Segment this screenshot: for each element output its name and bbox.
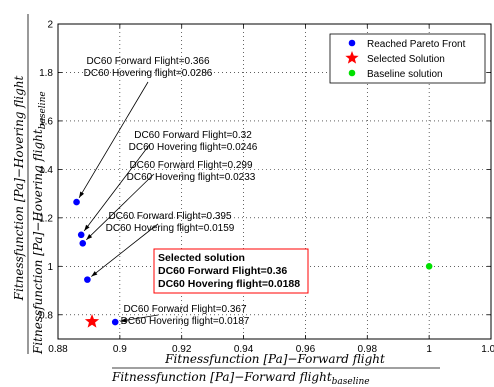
y-tick-label: 2 bbox=[47, 20, 53, 31]
selected-solution-hovering: DC60 Hovering flight=0.0188 bbox=[158, 278, 300, 290]
pareto-point bbox=[111, 318, 119, 326]
annotation-line: DC60 Hovering flight=0.0233 bbox=[127, 172, 256, 183]
x-axis-label-numerator: Fitnessfunction [Pa]−Forward flight bbox=[164, 352, 385, 366]
pareto-point bbox=[79, 239, 87, 247]
x-tick-label: 0.88 bbox=[48, 344, 68, 355]
annotation-line: DC60 Forward Flight=0.32 bbox=[134, 130, 252, 141]
annotation-arrow bbox=[86, 173, 155, 241]
annotation-line: DC60 Forward Flight=0.299 bbox=[129, 160, 253, 171]
baseline-point bbox=[425, 263, 433, 270]
x-tick-label: 0.96 bbox=[296, 344, 316, 355]
annotation-arrows bbox=[78, 81, 159, 323]
y-tick-label: 0.8 bbox=[39, 310, 53, 321]
annotation-arrow bbox=[120, 314, 159, 322]
x-tick-label: 0.9 bbox=[113, 344, 127, 355]
legend-marker-pareto bbox=[348, 39, 356, 47]
annotation-line: DC60 Forward Flight=0.395 bbox=[108, 211, 232, 222]
legend: Reached Pareto Front Selected Solution B… bbox=[329, 33, 486, 84]
annotation-arrow bbox=[78, 81, 149, 199]
selected-solution-point bbox=[84, 314, 100, 328]
annotation-arrowhead bbox=[79, 191, 85, 198]
annotation-arrowhead bbox=[84, 224, 90, 231]
pareto-point bbox=[84, 276, 91, 283]
y-axis-label-denominator-main: Fitnessfunction [Pa]−Hovering flight bbox=[31, 129, 45, 355]
selected-solution-forward: DC60 Forward Flight=0.36 bbox=[158, 265, 287, 277]
x-tick-label: 0.94 bbox=[234, 344, 254, 355]
annotation-line: DC60 Hovering flight=0.0286 bbox=[84, 68, 213, 79]
selected-solution-box bbox=[153, 248, 309, 294]
annotation-arrowhead bbox=[91, 271, 98, 277]
y-tick-label: 1.2 bbox=[39, 213, 53, 224]
axis-ticks: 0.88 0.9 0.92 0.94 0.96 0.98 1 1.02 0.8 1 1.2 1.4 1.… bbox=[39, 20, 494, 356]
annotation-line: DC60 Forward Flight=0.366 bbox=[86, 56, 210, 67]
plot-frame bbox=[57, 23, 492, 340]
annotation-line: DC60 Forward Flight=0.367 bbox=[123, 304, 247, 315]
x-tick-label: 0.98 bbox=[358, 344, 378, 355]
y-axis-label-numerator: Fitnessfunction [Pa]−Hovering flight bbox=[12, 75, 26, 301]
legend-label-pareto: Reached Pareto Front bbox=[367, 39, 466, 50]
legend-marker-baseline bbox=[348, 69, 356, 77]
pareto-point bbox=[73, 198, 80, 206]
annotation-arrowhead bbox=[120, 318, 127, 323]
annotation-arrow bbox=[91, 223, 159, 277]
selected-solution-title: Selected solution bbox=[158, 252, 245, 264]
y-tick-label: 1.6 bbox=[39, 116, 53, 127]
x-axis-label: Fitnessfunction [Pa]−Forward flight Fitn… bbox=[111, 352, 440, 387]
annotation-line: DC60 Hovering flight=0.0159 bbox=[106, 223, 235, 234]
y-tick-label: 1.8 bbox=[39, 68, 53, 79]
x-tick-label: 0.92 bbox=[172, 344, 192, 355]
y-axis-label-denominator: Fitnessfunction [Pa]−Hovering flightbase… bbox=[31, 91, 48, 355]
annotation-line: DC60 Hovering flight=0.0187 bbox=[121, 316, 250, 327]
annotation-arrowhead bbox=[86, 234, 93, 240]
legend-label-selected: Selected Solution bbox=[367, 54, 445, 65]
y-axis-label: Fitnessfunction [Pa]−Hovering flight Fit… bbox=[12, 14, 48, 355]
annotation-line: DC60 Hovering flight=0.0246 bbox=[129, 142, 258, 153]
pareto-point bbox=[77, 231, 85, 239]
x-axis-label-denominator-main: Fitnessfunction [Pa]−Forward flight bbox=[111, 370, 332, 384]
x-axis-label-denominator: Fitnessfunction [Pa]−Forward flightbasel… bbox=[111, 370, 370, 387]
x-tick-label: 1 bbox=[426, 344, 432, 355]
y-axis-label-denominator-sub: baseline bbox=[38, 91, 48, 129]
x-axis-label-denominator-sub: baseline bbox=[332, 377, 370, 387]
y-tick-label: 1 bbox=[47, 262, 53, 273]
legend-marker-selected bbox=[345, 51, 359, 64]
y-tick-label: 1.4 bbox=[39, 165, 53, 176]
data-points bbox=[73, 198, 433, 328]
annotation-arrow bbox=[83, 143, 151, 232]
x-tick-label: 1.02 bbox=[481, 344, 494, 355]
legend-box bbox=[329, 33, 486, 84]
legend-label-baseline: Baseline solution bbox=[367, 69, 443, 80]
